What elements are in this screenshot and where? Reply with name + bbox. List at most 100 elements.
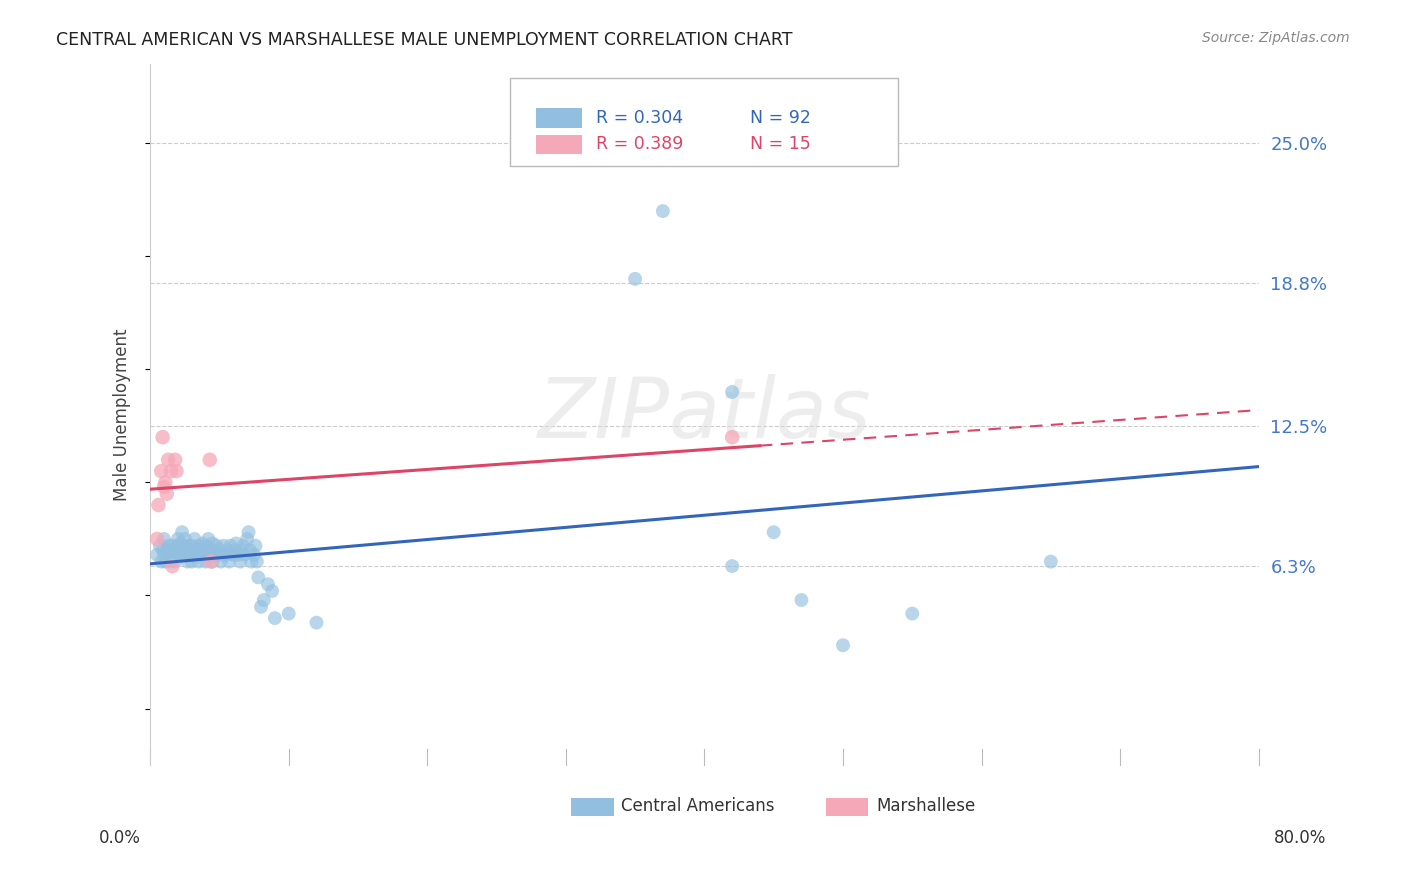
Point [165,452,187,467]
Point [165,543,187,558]
Point [1039,555,1062,569]
Point [193,543,215,558]
Point [262,584,284,599]
Point [149,539,172,553]
Point [160,543,183,558]
Point [183,532,205,546]
Point [250,599,273,614]
Point [305,615,328,630]
Point [162,559,184,574]
Text: R = 0.389: R = 0.389 [596,136,683,153]
Point [157,539,180,553]
Point [201,536,224,550]
Point [157,452,180,467]
Text: Marshallese: Marshallese [876,797,976,814]
Point [169,548,191,562]
Point [153,480,176,494]
Text: ZIPatlas: ZIPatlas [537,374,872,455]
Point [169,536,191,550]
Point [174,543,197,558]
Point [186,548,208,562]
Point [191,536,214,550]
Point [215,548,238,562]
Point [165,555,187,569]
Text: 80.0%: 80.0% [1274,829,1327,847]
Point [159,548,181,562]
Point [198,452,221,467]
Point [155,475,177,490]
Point [238,525,260,540]
Point [152,543,174,558]
Point [156,543,179,558]
Point [176,555,198,569]
Point [180,539,202,553]
FancyBboxPatch shape [510,78,898,166]
Point [243,548,266,562]
Point [173,532,195,546]
Point [153,532,176,546]
Point [155,555,177,569]
Point [146,548,169,562]
FancyBboxPatch shape [571,798,613,815]
Point [162,539,184,553]
Point [173,548,195,562]
Point [224,543,246,558]
Point [195,548,218,562]
Point [208,543,231,558]
Point [150,464,173,478]
Text: CENTRAL AMERICAN VS MARSHALLESE MALE UNEMPLOYMENT CORRELATION CHART: CENTRAL AMERICAN VS MARSHALLESE MALE UNE… [56,31,793,49]
Point [233,548,256,562]
Text: R = 0.304: R = 0.304 [596,109,683,127]
Text: Central Americans: Central Americans [621,797,775,814]
Point [179,543,201,558]
Text: N = 92: N = 92 [749,109,810,127]
Point [194,539,217,553]
Point [245,539,267,553]
Point [180,555,202,569]
Point [222,548,245,562]
Point [226,548,249,562]
Point [169,543,191,558]
FancyBboxPatch shape [536,135,582,154]
Point [167,532,190,546]
Point [163,548,186,562]
Point [236,532,259,546]
Point [204,548,226,562]
Text: Source: ZipAtlas.com: Source: ZipAtlas.com [1202,31,1350,45]
Point [160,555,183,569]
Point [225,536,247,550]
Point [148,498,170,512]
Point [198,543,221,558]
Point [187,539,209,553]
Point [211,548,233,562]
Point [205,539,228,553]
Point [152,430,174,444]
Point [253,593,276,607]
Point [217,543,239,558]
FancyBboxPatch shape [536,108,582,128]
Point [170,525,193,540]
Point [197,532,219,546]
Point [212,539,235,553]
Point [146,532,169,546]
Text: 0.0%: 0.0% [98,829,141,847]
Point [231,543,253,558]
FancyBboxPatch shape [827,798,869,815]
Point [240,555,263,569]
Point [184,543,207,558]
Point [150,555,173,569]
Point [651,204,673,219]
Point [167,539,190,553]
Point [201,555,224,569]
Point [177,539,200,553]
Point [166,464,188,478]
Point [832,638,855,652]
Point [721,384,744,399]
Point [190,548,212,562]
Point [239,543,262,558]
Point [721,559,744,574]
Point [901,607,924,621]
Point [762,525,785,540]
Text: N = 15: N = 15 [749,136,810,153]
Point [277,607,299,621]
